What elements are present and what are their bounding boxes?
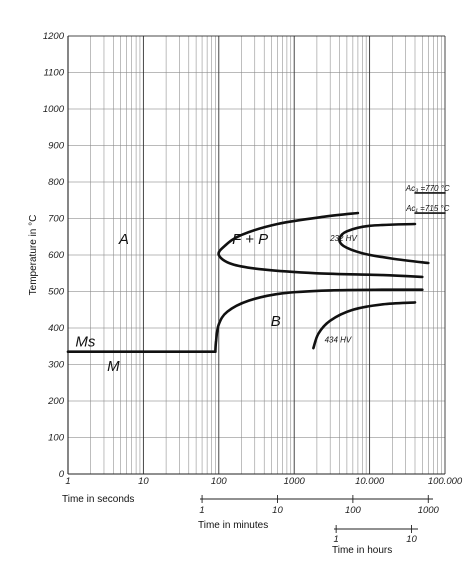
y-tick-label: 800 [48, 177, 65, 188]
y-tick-label: 500 [48, 287, 65, 298]
x-tick-label-seconds: 100.000 [428, 476, 463, 487]
label-bainite: B [271, 313, 281, 330]
pearlite-232hv-curve [338, 222, 430, 265]
x-tick-label-minutes: 100 [345, 505, 362, 516]
x-axis-title-seconds: Time in seconds [62, 494, 134, 505]
y-tick-label: 900 [48, 141, 65, 152]
x-tick-label-minutes: 10 [272, 505, 283, 516]
labels: A F + P 232 HV B 434 HV Ms M Ac₃ =770 °C Ac₁ =71… [75, 184, 450, 375]
label-austenite: A [118, 231, 129, 248]
x-tick-label-hours: 1 [333, 534, 338, 545]
x-tick-label-minutes: 1 [199, 505, 204, 516]
y-tick-label: 300 [48, 360, 65, 371]
y-tick-label: 1200 [43, 31, 65, 42]
y-tick-label: 1000 [43, 104, 65, 115]
y-tick-label: 600 [48, 250, 65, 261]
label-ferrite-pearlite: F + P [232, 231, 268, 248]
x-tick-label-seconds: 10 [138, 476, 149, 487]
label-ac3: Ac₃ =770 °C [405, 184, 450, 193]
ferrite-pearlite-curve [217, 211, 424, 279]
transformation-curves [66, 192, 446, 354]
y-tick-label: 400 [48, 323, 65, 334]
x-axis-title-hours: Time in hours [332, 545, 392, 556]
x-tick-label-seconds: 1000 [284, 476, 306, 487]
y-tick-label: 1100 [44, 68, 65, 79]
x-tick-label-seconds: 10.000 [355, 476, 385, 487]
x-axis-title-minutes: Time in minutes [198, 520, 268, 531]
x-tick-label-hours: 10 [406, 534, 417, 545]
y-tick-label: 200 [47, 396, 65, 407]
x-tick-label-minutes: 1000 [418, 505, 440, 516]
grid [68, 35, 446, 475]
label-ac1: Ac₁ =715 °C [405, 204, 450, 213]
y-tick-label: 700 [48, 214, 65, 225]
x-tick-label-seconds: 100 [211, 476, 228, 487]
bainite-434hv-curve [312, 301, 417, 350]
y-tick-label: 0 [59, 469, 65, 480]
label-ms: Ms [75, 333, 95, 350]
bainite-curve [214, 288, 424, 353]
axes: 0100200300400500600700800900100011001200… [28, 31, 463, 556]
y-axis-title: Temperature in °C [28, 215, 39, 296]
label-martensite: M [107, 358, 120, 375]
x-tick-label-seconds: 1 [65, 476, 70, 487]
y-tick-label: 100 [48, 433, 65, 444]
label-232hv: 232 HV [329, 234, 357, 243]
label-434hv: 434 HV [325, 336, 352, 345]
